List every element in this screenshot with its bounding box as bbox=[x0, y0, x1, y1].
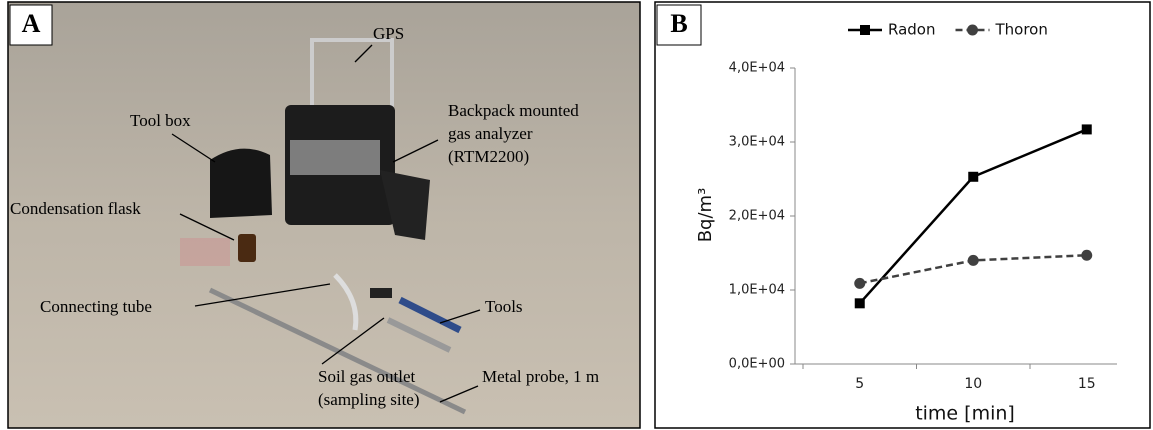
annotation: GPS bbox=[373, 24, 404, 43]
marker bbox=[855, 298, 865, 308]
bag bbox=[180, 238, 230, 266]
annotation: Connecting tube bbox=[40, 297, 152, 316]
legend-marker bbox=[967, 25, 978, 36]
marker bbox=[968, 172, 978, 182]
y-tick-label: 4,0E+04 bbox=[729, 61, 785, 76]
annotation: Tools bbox=[485, 297, 523, 316]
annotation: (sampling site) bbox=[318, 390, 420, 409]
legend-label: Radon bbox=[888, 21, 936, 39]
y-tick-label: 1,0E+04 bbox=[729, 283, 785, 298]
panel-label: B bbox=[670, 9, 687, 38]
tool-bag bbox=[210, 149, 272, 218]
marker bbox=[1082, 124, 1092, 134]
panel-label: A bbox=[22, 9, 41, 38]
x-tick-label: 10 bbox=[964, 376, 982, 392]
annotation: Condensation flask bbox=[10, 199, 141, 218]
marker bbox=[1081, 250, 1092, 261]
annotation: Soil gas outlet bbox=[318, 367, 416, 386]
annotation: Metal probe, 1 m bbox=[482, 367, 599, 386]
tool bbox=[370, 288, 392, 298]
annotation: Backpack mounted bbox=[448, 101, 579, 120]
legend-label: Thoron bbox=[995, 21, 1048, 39]
annotation: Tool box bbox=[130, 111, 191, 130]
analyzer-panel bbox=[290, 140, 380, 175]
y-axis-title: Bq/m³ bbox=[695, 188, 716, 243]
x-tick-label: 5 bbox=[855, 376, 864, 392]
marker bbox=[968, 255, 979, 266]
y-tick-label: 2,0E+04 bbox=[729, 209, 785, 224]
y-tick-label: 0,0E+00 bbox=[729, 357, 785, 372]
y-tick-label: 3,0E+04 bbox=[729, 135, 785, 150]
annotation: (RTM2200) bbox=[448, 147, 529, 166]
annotation: gas analyzer bbox=[448, 124, 533, 143]
x-tick-label: 15 bbox=[1078, 376, 1096, 392]
x-axis-title: time [min] bbox=[915, 403, 1015, 425]
legend-marker bbox=[860, 25, 870, 35]
marker bbox=[854, 278, 865, 289]
figure: A GPS Tool box Backpack mounted gas analyze… bbox=[0, 0, 1153, 430]
flask bbox=[238, 234, 256, 262]
page: A GPS Tool box Backpack mounted gas analyze… bbox=[0, 0, 1153, 430]
